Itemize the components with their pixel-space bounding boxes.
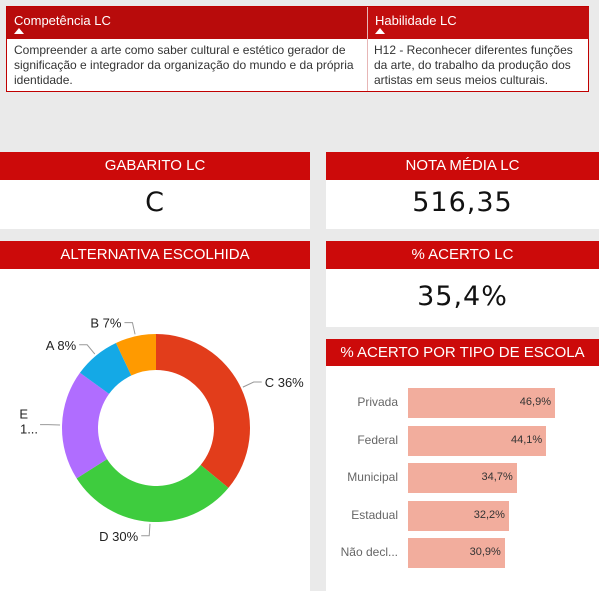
donut-label-b: B 7% [90,316,122,331]
donut-slice-a[interactable] [79,342,132,394]
leader-line [242,381,262,388]
bar-chart: Privada 46,9% Federal 44,1% Municipal 34,7% Es… [326,339,599,591]
table-cell-competencia: Compreender a arte como saber cultural e… [14,43,354,87]
bar-row: Estadual 32,2% [326,500,586,531]
donut-slice-c[interactable] [156,334,250,488]
bar-category-label: Federal [357,432,398,447]
donut-label-d: D 30% [99,529,138,544]
donut-slice-b[interactable] [115,334,156,376]
bar[interactable] [408,538,505,568]
sort-ascending-icon[interactable] [375,28,385,34]
table-cell-habilidade: H12 - Reconhecer diferentes funções da a… [374,43,573,87]
nota-media-value: 516,35 [412,187,513,218]
acerto-escola-card: % ACERTO POR TIPO DE ESCOLA Privada 46,9%… [326,339,599,591]
bar-row: Não decl... 30,9% [326,538,586,568]
bar-row: Municipal 34,7% [326,463,586,493]
bar[interactable] [408,388,555,418]
bar[interactable] [408,425,547,456]
bar-value-label: 44,1% [511,433,543,446]
bar-row: Federal 44,1% [326,425,586,456]
bar-category-label: Municipal [347,470,398,484]
donut-chart[interactable]: C 36% D 30% E 1... A 8% B 7% [0,241,310,591]
donut-label-a: A 8% [46,338,77,353]
column-header-label: Competência LC [14,13,111,28]
bar-row: Privada 46,9% [326,388,586,418]
column-divider [367,7,368,91]
bar-category-label: Privada [357,395,398,409]
donut-label-c: C 36% [265,375,304,390]
donut-slice-e[interactable] [61,372,110,479]
donut-slice-d[interactable] [76,459,229,522]
column-header-habilidade[interactable]: Habilidade LC [368,7,589,39]
alternativa-title: ALTERNATIVA ESCOLHIDA [0,241,310,269]
bar-value-label: 34,7% [481,471,513,483]
nota-media-title: NOTA MÉDIA LC [326,152,599,180]
gabarito-title: GABARITO LC [0,152,310,180]
gabarito-value: C [145,187,165,218]
bar-value-label: 46,9% [519,396,551,408]
nota-media-card: NOTA MÉDIA LC 516,35 [326,152,599,229]
acerto-escola-title: % ACERTO POR TIPO DE ESCOLA [326,339,599,366]
gabarito-card: GABARITO LC C [0,152,310,229]
bar[interactable] [408,463,517,493]
leader-line [124,322,136,335]
bar-category-label: Estadual [351,507,398,522]
column-header-label: Habilidade LC [375,13,457,28]
acerto-card: % ACERTO LC 35,4% [326,241,599,327]
leader-line [141,523,151,537]
bar-value-label: 30,9% [469,546,501,558]
acerto-value: 35,4% [417,281,508,312]
column-header-competencia[interactable]: Competência LC [7,7,367,39]
competencia-table: Competência LC Habilidade LC Compreender… [6,6,589,92]
acerto-title: % ACERTO LC [326,241,599,269]
bar[interactable] [408,500,509,531]
alternativa-card: ALTERNATIVA ESCOLHIDA C 36% D 30% E 1... A 8… [0,241,310,591]
donut-label-e: E 1... [19,407,38,437]
sort-ascending-icon[interactable] [14,28,24,34]
leader-line [79,344,96,355]
bar-category-label: Não decl... [340,545,398,559]
bar-value-label: 32,2% [473,508,505,521]
